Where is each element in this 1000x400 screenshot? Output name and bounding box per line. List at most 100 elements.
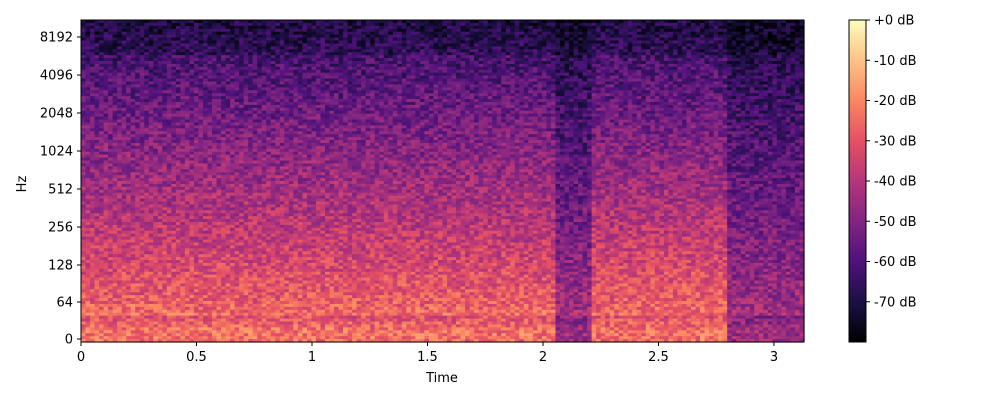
spectrogram-cell [81, 233, 87, 238]
spectrogram-cell [112, 154, 118, 159]
spectrogram-cell [117, 148, 123, 153]
spectrogram-cell [81, 309, 87, 314]
spectrogram-cell [90, 49, 96, 53]
spectrogram-cell [94, 151, 100, 156]
spectrogram-cell [90, 157, 96, 162]
spectrogram-cell [121, 277, 127, 282]
spectrogram-cell [85, 113, 91, 118]
spectrogram-cell [112, 169, 118, 173]
spectrogram-plot [80, 19, 805, 343]
spectrogram-cell [103, 324, 109, 328]
spectrogram-cell [103, 189, 109, 194]
spectrogram-cell [117, 204, 123, 208]
spectrogram-cell [112, 125, 118, 129]
spectrogram-cell [85, 99, 91, 103]
spectrogram-cell [99, 43, 105, 47]
spectrogram-cell [117, 145, 123, 150]
spectrogram-cell [108, 110, 114, 115]
spectrogram-cell [81, 198, 87, 203]
spectrogram-cell [117, 183, 123, 188]
spectrogram-cell [90, 245, 96, 249]
spectrogram-cell [90, 271, 96, 276]
spectrogram-cell [94, 160, 100, 165]
spectrogram-cell [108, 251, 114, 255]
spectrogram-cell [85, 131, 91, 135]
spectrogram-cell [108, 312, 114, 317]
spectrogram-cell [126, 58, 132, 62]
spectrogram-cell [117, 99, 123, 103]
spectrogram-cell [81, 327, 87, 331]
spectrogram-cell [108, 236, 114, 241]
spectrogram-cell [99, 239, 105, 244]
spectrogram-cell [94, 298, 100, 302]
spectrogram-cell [85, 166, 91, 170]
spectrogram-cell [99, 101, 105, 106]
spectrogram-cell [85, 72, 91, 77]
spectrogram-cell [85, 172, 91, 176]
spectrogram-cell [99, 333, 105, 337]
spectrogram-cell [90, 213, 96, 217]
spectrogram-cell [117, 268, 123, 273]
spectrogram-cell [103, 131, 109, 135]
spectrogram-cell [94, 210, 100, 214]
spectrogram-cell [117, 163, 123, 167]
spectrogram-cell [117, 46, 123, 50]
spectrogram-cell [117, 239, 123, 244]
spectrogram-cell [99, 142, 105, 147]
spectrogram-cell [112, 213, 118, 217]
spectrogram-cell [117, 230, 123, 235]
spectrogram-cell [103, 204, 109, 208]
spectrogram-cell [90, 219, 96, 223]
spectrogram-cell [121, 283, 127, 287]
spectrogram-cell [112, 63, 118, 68]
spectrogram-cell [112, 20, 118, 24]
spectrogram-cell [117, 160, 123, 165]
spectrogram-cell [117, 210, 123, 214]
spectrogram-cell [90, 163, 96, 167]
spectrogram-cell [103, 286, 109, 290]
spectrogram-cell [121, 40, 127, 45]
spectrogram-cell [117, 142, 123, 147]
spectrogram-cell [90, 175, 96, 179]
spectrogram-cell [112, 116, 118, 121]
spectrogram-cell [99, 28, 105, 33]
spectrogram-cell [121, 318, 127, 323]
spectrogram-cell [94, 318, 100, 323]
spectrogram-cell [117, 25, 123, 30]
spectrogram-cell [90, 189, 96, 194]
spectrogram-cell [112, 99, 118, 103]
spectrogram-cell [103, 163, 109, 167]
spectrogram-cell [99, 90, 105, 94]
spectrogram-cell [103, 301, 109, 305]
spectrogram-cell [90, 69, 96, 74]
spectrogram-cell [94, 183, 100, 188]
spectrogram-cell [94, 52, 100, 56]
spectrogram-cell [121, 221, 127, 226]
spectrogram-cell [85, 84, 91, 88]
spectrogram-cell [103, 254, 109, 258]
spectrogram-cell [117, 321, 123, 326]
spectrogram-cell [99, 277, 105, 282]
spectrogram-cell [85, 96, 91, 100]
spectrogram-cell [121, 55, 127, 59]
spectrogram-cell [85, 128, 91, 132]
spectrogram-cell [121, 90, 127, 94]
spectrogram-cell [112, 55, 118, 59]
spectrogram-cell [90, 60, 96, 65]
spectrogram-cell [121, 260, 127, 264]
spectrogram-cell [99, 181, 105, 185]
spectrogram-cell [108, 93, 114, 97]
spectrogram-cell [85, 160, 91, 165]
spectrogram-cell [94, 303, 100, 308]
spectrogram-cell [108, 90, 114, 94]
spectrogram-cell [103, 46, 109, 50]
spectrogram-cell [103, 230, 109, 235]
spectrogram-cell [112, 49, 118, 53]
spectrogram-cell [99, 113, 105, 118]
spectrogram-cell [121, 210, 127, 214]
spectrogram-cell [108, 309, 114, 314]
spectrogram-cell [85, 239, 91, 244]
spectrogram-cell [121, 333, 127, 337]
spectrogram-cell [117, 219, 123, 223]
spectrogram-cell [94, 31, 100, 36]
